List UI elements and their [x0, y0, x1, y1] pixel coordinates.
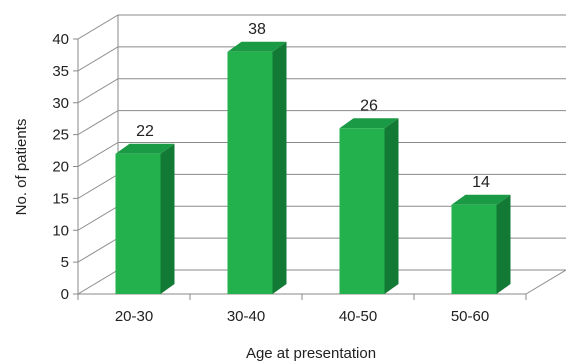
y-tick-label: 40 — [52, 31, 69, 48]
data-label: 14 — [472, 174, 490, 191]
y-tick-label: 35 — [52, 63, 69, 80]
bar-side — [384, 118, 399, 294]
x-tick-label: 40-50 — [339, 308, 377, 325]
data-label: 38 — [248, 21, 266, 38]
bar-50-60 — [451, 194, 511, 294]
y-tick-label: 30 — [52, 95, 69, 112]
bar-top — [115, 143, 175, 154]
y-tick-labels: 0 5 10 15 20 25 30 35 40 — [52, 31, 69, 303]
bar-front — [227, 51, 273, 294]
bar-30-40 — [227, 41, 287, 294]
data-label: 22 — [136, 123, 154, 140]
bars — [115, 41, 511, 294]
gridline-30 — [77, 78, 566, 104]
y-tick-label: 0 — [61, 286, 69, 303]
gridline-35 — [77, 46, 566, 72]
y-tick-label: 20 — [52, 159, 69, 176]
bar-top — [227, 41, 287, 52]
floor-edge — [525, 269, 566, 295]
x-tick-label: 20-30 — [115, 308, 153, 325]
bar-side — [496, 194, 511, 294]
bar-top — [451, 194, 511, 205]
x-axis-title: Age at presentation — [246, 345, 376, 362]
bar-front — [339, 128, 385, 294]
x-tick-label: 50-60 — [451, 308, 489, 325]
y-axis-title: No. of patients — [13, 119, 30, 216]
bar-front — [115, 153, 161, 294]
gridline-40 — [77, 14, 566, 40]
bar-40-50 — [339, 118, 399, 294]
y-tick-label: 15 — [52, 190, 69, 207]
data-label: 26 — [360, 97, 378, 114]
y-tick-label: 10 — [52, 222, 69, 239]
bar-top — [339, 118, 399, 129]
y-tick-label: 25 — [52, 127, 69, 144]
bar-side — [272, 41, 287, 294]
x-tick-label: 30-40 — [227, 308, 265, 325]
y-tick-label: 5 — [61, 254, 69, 271]
x-tick-labels: 20-30 30-40 40-50 50-60 — [115, 308, 489, 325]
bar-side — [160, 143, 175, 294]
data-labels: 22 38 26 14 — [136, 21, 490, 191]
bar-20-30 — [115, 143, 175, 294]
bar-front — [451, 204, 497, 294]
